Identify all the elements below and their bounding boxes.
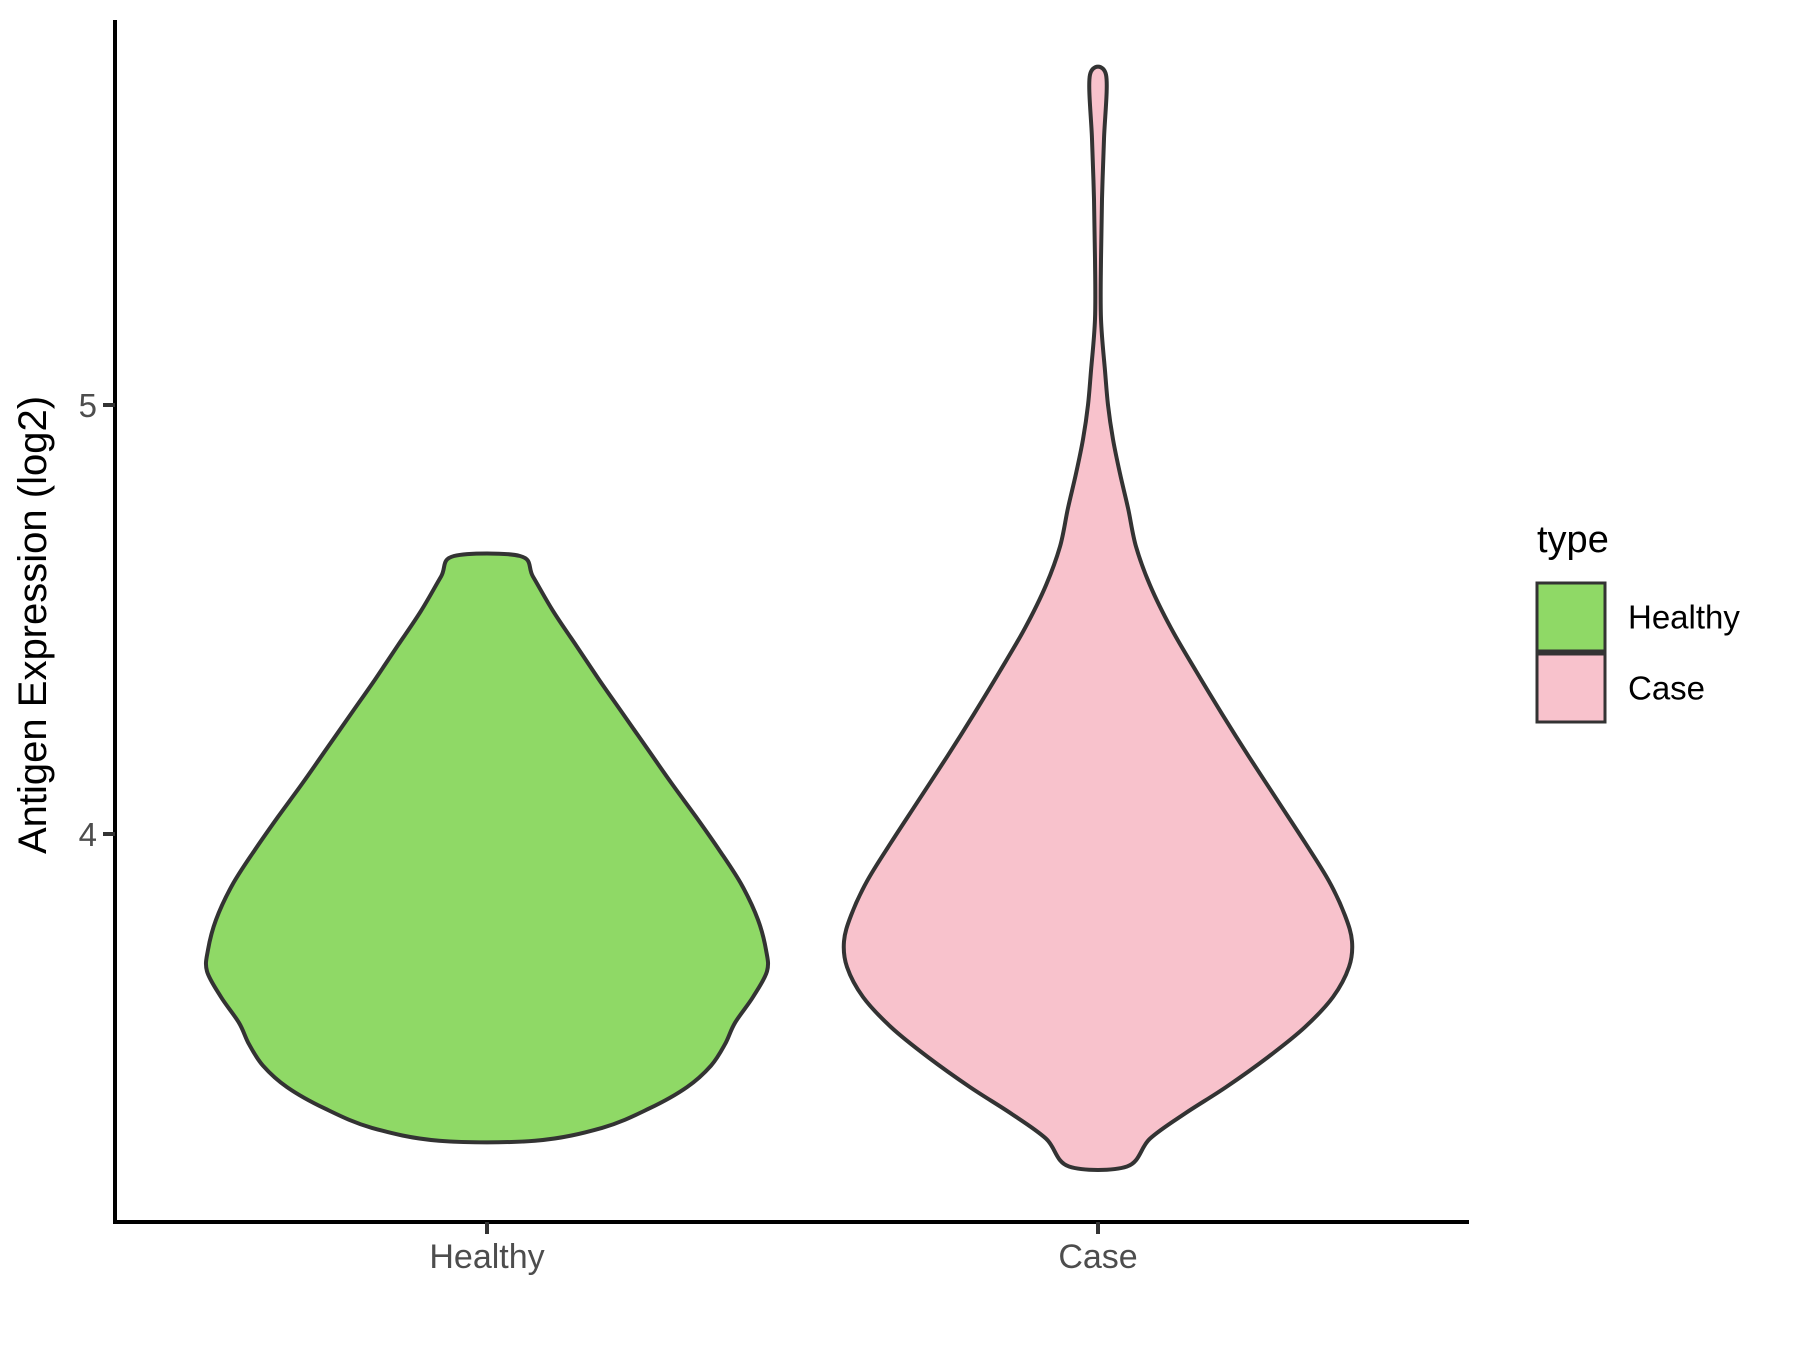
legend-label-case: Case [1628,670,1705,707]
y-tick-label: 4 [79,816,97,853]
violin-case [841,64,1355,1172]
x-ticks: Healthy Case [429,1222,1138,1276]
legend-entries: Healthy Case [1535,581,1740,724]
y-tick-label: 5 [79,387,97,424]
y-axis-title: Antigen Expression (log2) [11,396,55,854]
x-tick-label: Healthy [429,1238,544,1276]
y-axis: 54 [79,20,117,1224]
legend: type Healthy Case [1535,519,1740,724]
legend-entry: Healthy [1535,581,1740,653]
legend-title: type [1537,519,1609,561]
x-tick-label: Case [1058,1238,1137,1276]
violins-group [203,64,1355,1172]
legend-key-healthy [1535,581,1607,653]
legend-key-case [1535,652,1607,724]
violin-healthy [203,551,771,1145]
x-axis: Healthy Case [113,1220,1469,1276]
legend-entry: Case [1535,652,1705,724]
legend-label-healthy: Healthy [1628,599,1740,636]
y-ticks: 54 [79,387,115,853]
